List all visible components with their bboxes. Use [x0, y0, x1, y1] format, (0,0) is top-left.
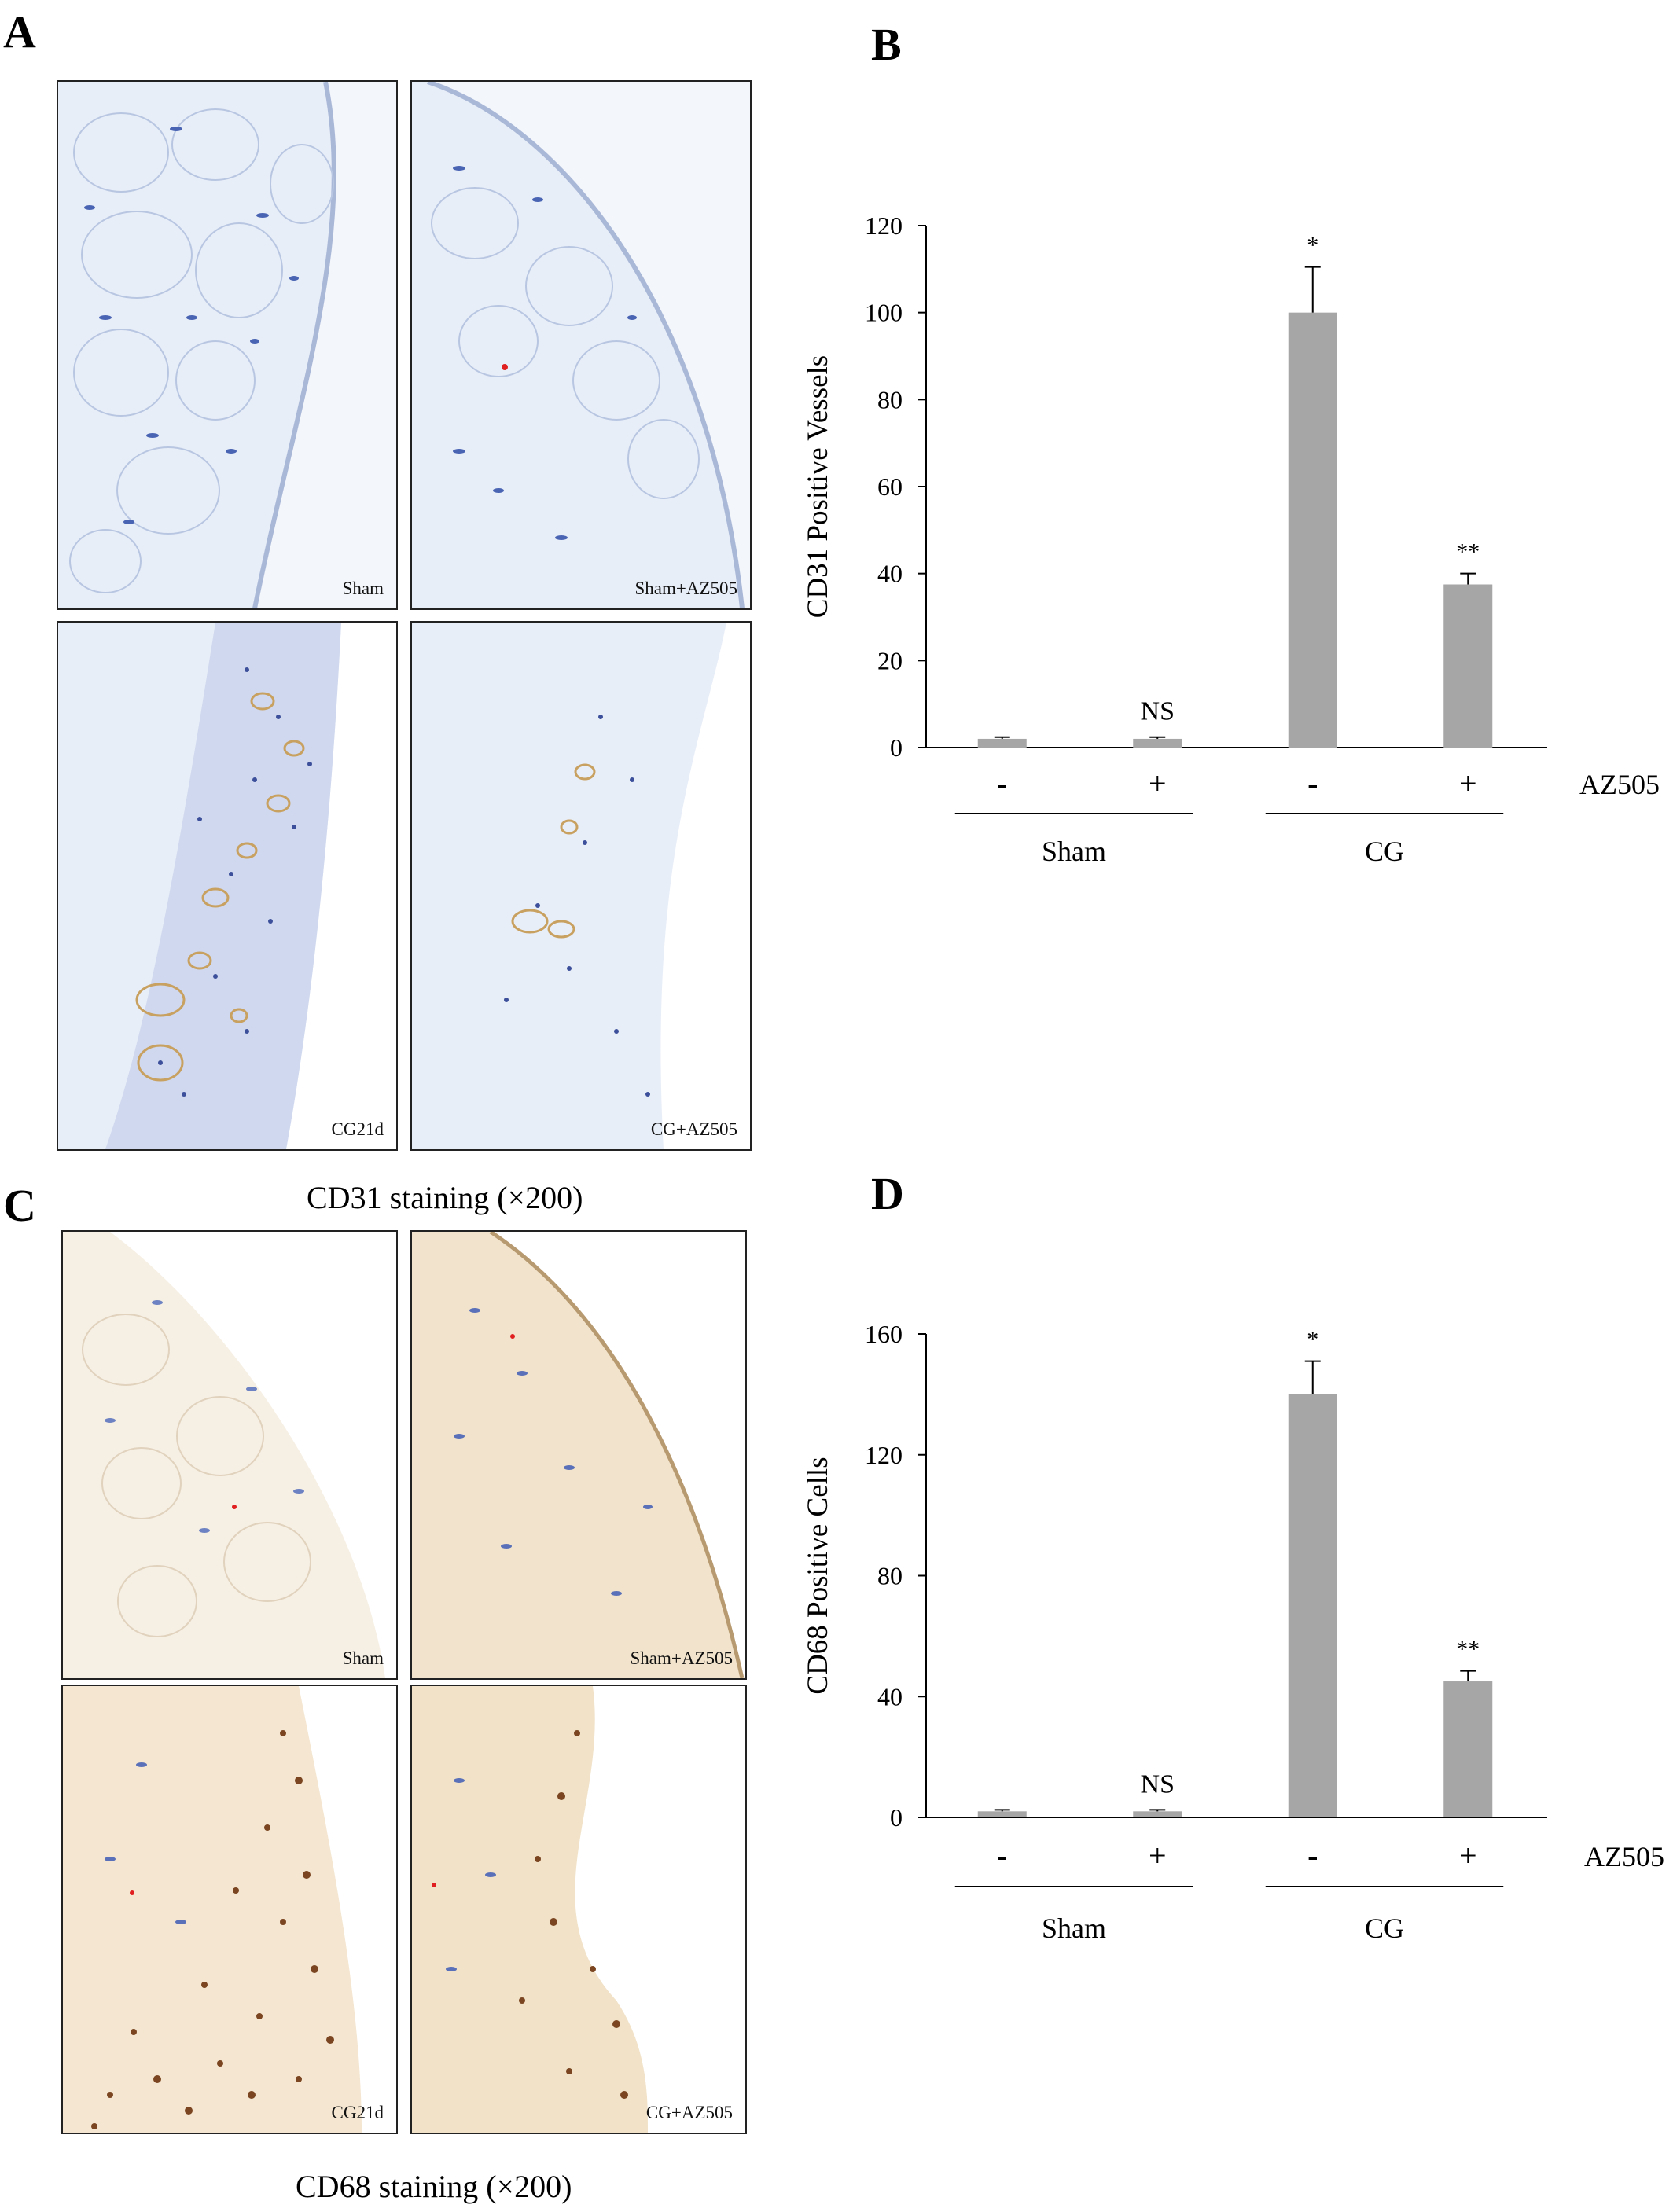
panel-letter-c: C	[3, 1180, 36, 1231]
y-tick-label: 40	[877, 1682, 903, 1710]
bar	[1443, 1681, 1493, 1817]
tissue-image	[63, 1686, 396, 2133]
y-tick-label: 40	[877, 560, 903, 588]
bar	[1133, 738, 1182, 748]
micrograph-label: CG21d	[331, 2103, 384, 2122]
panel-letter-a: A	[3, 6, 36, 57]
tissue-image	[412, 1686, 745, 2133]
tissue-image	[412, 82, 745, 608]
micrograph-label: Sham	[342, 1648, 384, 1668]
y-tick-label: 120	[865, 211, 903, 240]
group-label: Sham	[1042, 1913, 1106, 1944]
micrograph-c-cg21d: CG21d	[61, 1685, 398, 2134]
category-label: -	[1307, 766, 1318, 801]
y-tick-label: 80	[877, 385, 903, 413]
tissue-image	[58, 623, 396, 1149]
micrograph-a-cg21d: CG21d	[57, 621, 398, 1151]
y-tick-label: 0	[890, 733, 903, 762]
micrograph-c-sham-az505: Sham+AZ505	[410, 1230, 747, 1680]
group-label: CG	[1365, 1913, 1404, 1944]
y-tick-label: 120	[865, 1441, 903, 1469]
group-label: Sham	[1042, 836, 1106, 867]
tissue-image	[63, 1232, 396, 1678]
micrograph-c-sham: Sham	[61, 1230, 398, 1680]
micrograph-a-sham-az505: Sham+AZ505	[410, 80, 752, 610]
y-tick-label: 20	[877, 646, 903, 674]
bar	[1288, 312, 1337, 748]
bar	[1443, 584, 1493, 748]
category-label: -	[997, 766, 1007, 801]
significance-label: *	[1307, 233, 1318, 259]
group-label: CG	[1365, 836, 1404, 867]
micrograph-label: Sham	[342, 579, 384, 598]
y-tick-label: 160	[865, 1320, 903, 1348]
micrograph-label: CG+AZ505	[645, 2103, 733, 2122]
micrograph-a-cg-az505: CG+AZ505	[410, 621, 752, 1151]
panel-letter-d: D	[871, 1168, 904, 1219]
chart-cd31: 0 20 40 60 80 100 120 CD31 Positive Vessels - NS +…	[802, 211, 1660, 867]
significance-label: *	[1307, 1327, 1318, 1353]
significance-label: NS	[1141, 697, 1175, 726]
y-axis-label: CD31 Positive Vessels	[802, 355, 834, 618]
category-label: +	[1149, 1838, 1167, 1873]
panel-letter-b: B	[871, 19, 902, 70]
category-label: +	[1459, 766, 1477, 801]
y-axis-label: CD68 Positive Cells	[802, 1457, 834, 1694]
micrograph-label: CG+AZ505	[650, 1119, 737, 1139]
tissue-image	[412, 623, 750, 1149]
y-tick-label: 100	[865, 299, 903, 327]
y-tick-label: 80	[877, 1562, 903, 1590]
tissue-image	[412, 1232, 745, 1678]
factor-label: AZ505	[1579, 769, 1660, 800]
caption-cd68-staining: CD68 staining (×200)	[296, 2169, 572, 2204]
category-label: -	[1307, 1838, 1318, 1873]
bar	[977, 738, 1027, 748]
significance-label: NS	[1141, 1769, 1175, 1799]
y-tick-label: 60	[877, 472, 903, 501]
significance-label: **	[1456, 1637, 1480, 1663]
category-label: -	[997, 1838, 1007, 1873]
tissue-image	[58, 82, 336, 608]
bar	[1288, 1394, 1337, 1817]
micrograph-label: Sham+AZ505	[634, 579, 737, 598]
caption-cd31-staining: CD31 staining (×200)	[307, 1180, 583, 1215]
micrograph-c-cg-az505: CG+AZ505	[410, 1685, 747, 2134]
bar	[1133, 1811, 1182, 1817]
category-label: +	[1459, 1838, 1477, 1873]
micrograph-label: Sham+AZ505	[630, 1648, 733, 1668]
bar	[977, 1811, 1027, 1817]
y-tick-label: 0	[890, 1803, 903, 1832]
micrograph-label: CG21d	[331, 1119, 384, 1139]
significance-label: **	[1456, 539, 1480, 565]
factor-label: AZ505	[1584, 1841, 1664, 1872]
micrograph-a-sham: Sham	[57, 80, 398, 610]
category-label: +	[1149, 766, 1167, 801]
